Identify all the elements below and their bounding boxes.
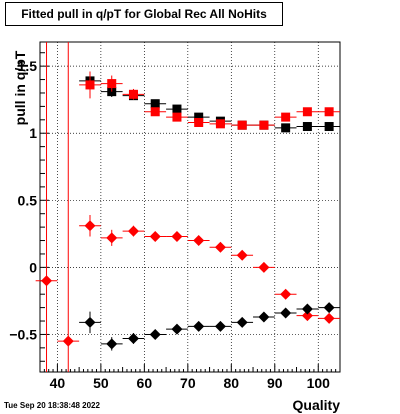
square-marker <box>150 99 160 109</box>
square-marker <box>302 107 312 117</box>
square-marker <box>150 107 160 117</box>
x-axis-label: Quality <box>292 397 340 413</box>
diamond-marker <box>171 323 183 335</box>
y-tick-label: 1.5 <box>18 58 38 74</box>
y-tick-label: −0.5 <box>9 326 37 342</box>
square-marker <box>128 89 138 99</box>
chart-title: Fitted pull in q/pT for Global Rec All N… <box>5 2 283 26</box>
diamond-marker <box>258 311 270 323</box>
diamond-marker <box>41 275 53 287</box>
diamond-marker <box>301 310 313 322</box>
diamond-marker <box>280 288 292 300</box>
y-axis-label: pull in q/pT <box>12 50 28 126</box>
diamond-marker <box>236 249 248 261</box>
square-marker <box>281 112 291 122</box>
square-marker <box>172 104 182 114</box>
diamond-marker <box>236 316 248 328</box>
x-tick-label: 90 <box>267 375 283 391</box>
square-marker <box>324 107 334 117</box>
diamond-marker <box>149 328 161 340</box>
y-tick-label: 0.5 <box>18 192 38 208</box>
diamond-marker <box>193 235 205 247</box>
diamond-marker <box>127 225 139 237</box>
diamond-marker <box>106 338 118 350</box>
square-marker <box>237 120 247 130</box>
diamond-marker <box>258 261 270 273</box>
diamond-marker <box>84 220 96 232</box>
diamond-marker <box>149 231 161 243</box>
diamond-marker <box>323 302 335 314</box>
diamond-marker <box>106 232 118 244</box>
square-marker <box>215 119 225 129</box>
y-tick-label: 1 <box>29 125 37 141</box>
plot-frame <box>39 41 341 373</box>
x-tick-label: 50 <box>93 375 109 391</box>
diamond-marker <box>84 316 96 328</box>
diamond-marker <box>214 320 226 332</box>
diamond-marker <box>62 335 74 347</box>
diamond-marker <box>171 231 183 243</box>
x-tick-label: 80 <box>224 375 240 391</box>
square-marker <box>302 122 312 132</box>
square-marker <box>85 80 95 90</box>
timestamp: Tue Sep 20 18:38:48 2022 <box>4 401 100 410</box>
diamond-marker <box>193 320 205 332</box>
square-marker <box>194 112 204 122</box>
square-marker <box>172 112 182 122</box>
x-tick-label: 100 <box>307 375 331 391</box>
x-tick-label: 40 <box>50 375 66 391</box>
square-marker <box>194 117 204 127</box>
square-marker <box>281 123 291 133</box>
diamond-marker <box>323 312 335 324</box>
diamond-marker <box>214 241 226 253</box>
diamond-marker <box>127 332 139 344</box>
square-marker <box>324 122 334 132</box>
x-tick-label: 70 <box>180 375 196 391</box>
square-marker <box>259 120 269 130</box>
diamond-marker <box>280 307 292 319</box>
square-marker <box>107 79 117 89</box>
diamond-marker <box>301 303 313 315</box>
y-tick-label: 0 <box>29 259 37 275</box>
x-tick-label: 60 <box>137 375 153 391</box>
